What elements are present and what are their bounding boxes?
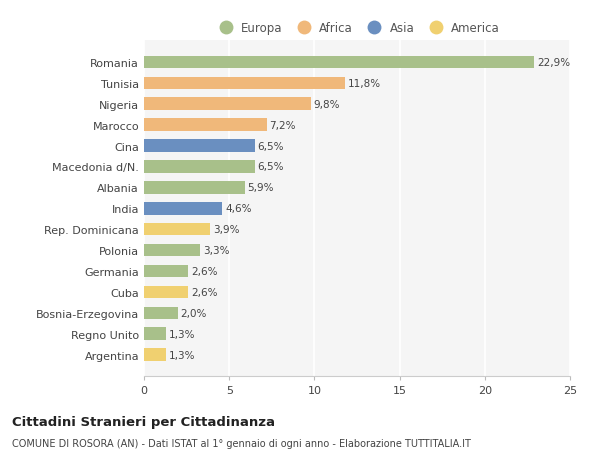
Text: 7,2%: 7,2% [269,120,296,130]
Bar [144,286,188,298]
Text: 6,5%: 6,5% [257,141,284,151]
Text: 9,8%: 9,8% [314,100,340,110]
Bar [144,161,255,174]
Bar [144,328,166,340]
Text: 3,3%: 3,3% [203,246,229,256]
Text: 1,3%: 1,3% [169,350,195,360]
Text: 2,6%: 2,6% [191,266,217,276]
Bar [144,202,223,215]
Text: 22,9%: 22,9% [537,58,570,68]
Bar [144,244,200,257]
Text: Cittadini Stranieri per Cittadinanza: Cittadini Stranieri per Cittadinanza [12,415,275,428]
Text: COMUNE DI ROSORA (AN) - Dati ISTAT al 1° gennaio di ogni anno - Elaborazione TUT: COMUNE DI ROSORA (AN) - Dati ISTAT al 1°… [12,438,471,448]
Bar [144,56,534,69]
Text: 11,8%: 11,8% [347,78,381,89]
Bar [144,98,311,111]
Text: 2,0%: 2,0% [181,308,207,318]
Text: 3,9%: 3,9% [213,225,239,235]
Text: 4,6%: 4,6% [225,204,251,214]
Bar [144,349,166,361]
Bar [144,140,255,152]
Text: 1,3%: 1,3% [169,329,195,339]
Text: 5,9%: 5,9% [247,183,274,193]
Text: 2,6%: 2,6% [191,287,217,297]
Bar [144,78,345,90]
Bar [144,265,188,278]
Bar [144,307,178,319]
Bar [144,119,266,132]
Legend: Europa, Africa, Asia, America: Europa, Africa, Asia, America [209,17,505,39]
Bar [144,224,211,236]
Bar [144,182,245,194]
Text: 6,5%: 6,5% [257,162,284,172]
